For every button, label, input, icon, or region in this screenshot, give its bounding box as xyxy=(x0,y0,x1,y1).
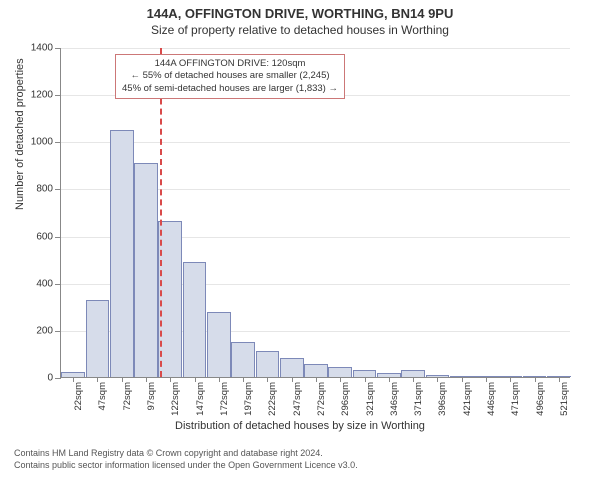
histogram-bar xyxy=(353,370,377,377)
y-tick xyxy=(55,237,61,238)
histogram-bar xyxy=(110,130,134,378)
histogram-bar xyxy=(86,300,110,377)
annotation-line: 144A OFFINGTON DRIVE: 120sqm xyxy=(122,58,338,70)
histogram-bar xyxy=(134,163,158,378)
y-tick xyxy=(55,48,61,49)
y-tick-label: 600 xyxy=(36,231,53,242)
histogram-bar xyxy=(304,364,328,377)
x-axis-title: Distribution of detached houses by size … xyxy=(0,420,600,432)
y-axis-title: Number of detached properties xyxy=(14,58,26,210)
y-tick xyxy=(55,284,61,285)
y-tick xyxy=(55,142,61,143)
y-tick xyxy=(55,378,61,379)
y-tick xyxy=(55,189,61,190)
annotation-box: 144A OFFINGTON DRIVE: 120sqm← 55% of det… xyxy=(115,54,345,99)
y-tick-label: 1200 xyxy=(31,90,53,101)
y-tick-label: 1000 xyxy=(31,137,53,148)
annotation-line: ← 55% of detached houses are smaller (2,… xyxy=(122,70,338,82)
y-tick xyxy=(55,331,61,332)
plot-area: 020040060080010001200140022sqm47sqm72sqm… xyxy=(60,48,570,378)
histogram-bar xyxy=(183,262,207,378)
y-tick-label: 800 xyxy=(36,184,53,195)
grid-line xyxy=(61,48,570,49)
footnote-copyright: Contains HM Land Registry data © Crown c… xyxy=(14,448,358,460)
histogram-bar xyxy=(280,358,304,377)
footnote-licence: Contains public sector information licen… xyxy=(14,460,358,472)
y-tick-label: 200 xyxy=(36,325,53,336)
grid-line xyxy=(61,142,570,143)
histogram-bar xyxy=(401,370,425,377)
page-subtitle: Size of property relative to detached ho… xyxy=(0,23,600,37)
footnotes: Contains HM Land Registry data © Crown c… xyxy=(14,448,358,471)
histogram-bar xyxy=(256,351,280,377)
histogram-bar xyxy=(231,342,255,377)
y-tick-label: 1400 xyxy=(31,43,53,54)
histogram-bar xyxy=(328,367,352,377)
page-title: 144A, OFFINGTON DRIVE, WORTHING, BN14 9P… xyxy=(0,6,600,21)
y-tick-label: 400 xyxy=(36,278,53,289)
y-tick-label: 0 xyxy=(47,373,53,384)
histogram-bar xyxy=(207,312,231,377)
annotation-line: 45% of semi-detached houses are larger (… xyxy=(122,83,338,95)
y-tick xyxy=(55,95,61,96)
histogram-chart: 020040060080010001200140022sqm47sqm72sqm… xyxy=(60,48,570,416)
